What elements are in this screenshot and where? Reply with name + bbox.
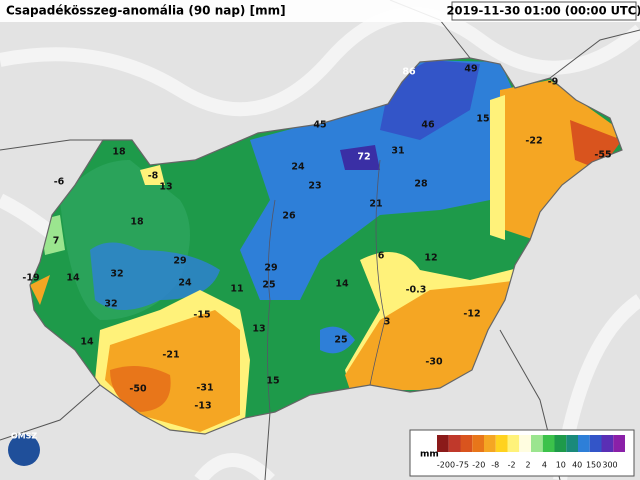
legend-swatch [531, 435, 543, 452]
station-value: -13 [194, 401, 211, 412]
legend-swatch [613, 435, 625, 452]
legend-label: -75 [456, 461, 469, 470]
station-value: 86 [402, 67, 416, 78]
station-value: 25 [334, 335, 347, 346]
rivers [267, 159, 386, 413]
station-value: 23 [308, 181, 321, 192]
station-value: 18 [112, 147, 126, 158]
legend-swatch [554, 435, 567, 452]
station-value: 14 [335, 279, 349, 290]
legend-swatch [472, 435, 484, 452]
station-value: 3 [384, 317, 391, 328]
station-value: 31 [391, 146, 404, 157]
station-value: 15 [476, 114, 489, 125]
station-value: 11 [230, 284, 243, 295]
station-value: -21 [162, 350, 179, 361]
legend-swatch [437, 435, 449, 452]
station-value: 13 [159, 182, 172, 193]
station-value: 24 [291, 162, 305, 173]
legend-swatch [507, 435, 520, 452]
station-value: 29 [264, 263, 277, 274]
station-value: 28 [414, 179, 428, 190]
country-outline [29, 57, 623, 435]
legend-label: 10 [556, 461, 566, 470]
station-value: -55 [594, 150, 611, 161]
legend-label: -20 [472, 461, 485, 470]
legend-label: 300 [602, 461, 617, 470]
station-value: 15 [266, 376, 279, 387]
legend-swatch [601, 435, 614, 452]
logo: OMSZ [11, 432, 38, 441]
station-value: 24 [178, 278, 192, 289]
title: Csapadékösszeg-anomália (90 nap) [mm] [6, 4, 286, 18]
station-value: -19 [22, 273, 39, 284]
station-value: 46 [421, 120, 435, 131]
station-value: 18 [130, 217, 144, 228]
legend-label: 150 [586, 461, 601, 470]
station-value: 13 [252, 324, 265, 335]
station-value: 32 [104, 299, 117, 310]
station-value: 29 [173, 256, 186, 267]
legend-swatch [589, 435, 602, 452]
station-value: 49 [464, 64, 477, 75]
legend-label: 2 [525, 461, 530, 470]
timestamp-box [451, 1, 637, 21]
legend-label: 4 [542, 461, 547, 470]
legend-swatch [566, 435, 578, 452]
station-value: 25 [262, 280, 275, 291]
legend-unit: mm [420, 450, 439, 460]
station-value: -9 [548, 77, 559, 88]
station-value: -22 [525, 136, 542, 147]
legend: -200 -75 -20 -8 -2 2 4 10 40 150 300 [437, 435, 625, 470]
legend-label: -2 [508, 461, 516, 470]
timestamp: 2019-11-30 01:00 (00:00 UTC) [447, 4, 640, 18]
station-value: 7 [53, 236, 60, 247]
legend-swatch [448, 435, 461, 452]
legend-swatch [484, 435, 496, 452]
station-value: -12 [463, 309, 480, 320]
legend-label: -8 [491, 461, 499, 470]
legend-swatch [495, 435, 508, 452]
station-value: 12 [424, 253, 437, 264]
station-value: 32 [110, 269, 123, 280]
logo-mark [8, 434, 40, 466]
station-value: 45 [313, 120, 326, 131]
legend-label: 40 [572, 461, 582, 470]
station-value: 6 [378, 251, 385, 262]
station-value: 26 [282, 211, 296, 222]
station-value: -0.3 [406, 285, 427, 296]
legend-swatch [542, 435, 555, 452]
station-value: 14 [66, 273, 80, 284]
station-value: -30 [425, 357, 443, 368]
legend-label: -200 [437, 461, 455, 470]
station-value: 72 [357, 152, 370, 163]
station-value: -31 [196, 383, 213, 394]
station-value: -8 [148, 171, 159, 182]
legend-swatch [460, 435, 473, 452]
legend-swatch [578, 435, 590, 452]
station-value: 14 [80, 337, 94, 348]
station-value: 21 [369, 199, 382, 210]
station-value: -6 [54, 177, 65, 188]
station-value: -50 [129, 384, 147, 395]
station-value: -15 [193, 310, 210, 321]
legend-swatch [519, 435, 531, 452]
